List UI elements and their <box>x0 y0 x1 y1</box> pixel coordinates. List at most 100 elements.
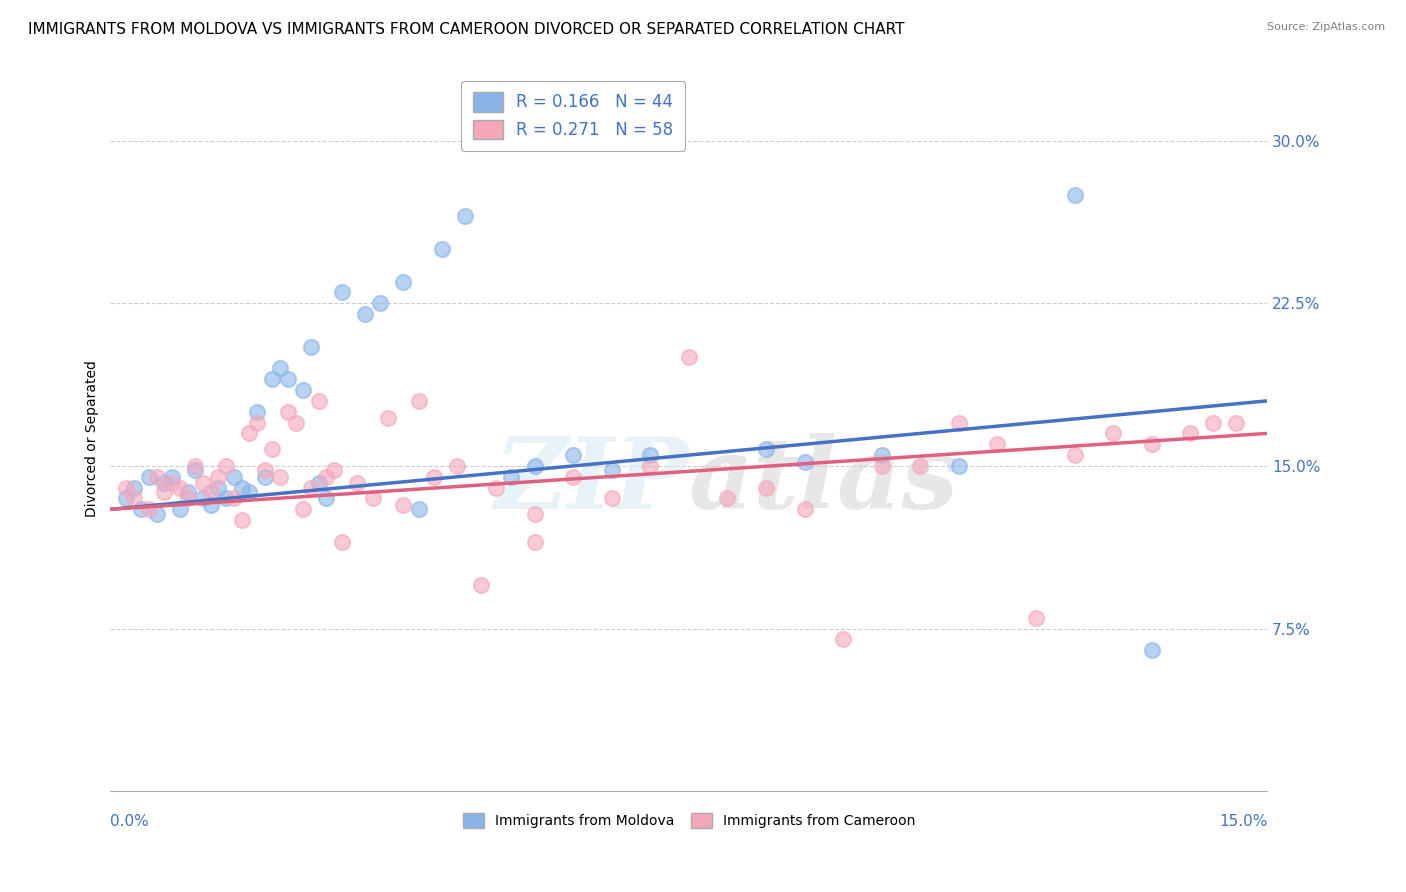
Point <box>246 416 269 430</box>
Point <box>640 448 662 462</box>
Point <box>308 393 330 408</box>
Point <box>269 361 291 376</box>
Point <box>793 454 815 468</box>
Point <box>640 458 662 473</box>
Point <box>215 458 238 473</box>
Point <box>160 476 183 491</box>
Point <box>910 458 932 473</box>
Point <box>238 485 260 500</box>
Text: atlas: atlas <box>689 433 959 529</box>
Point <box>1202 416 1225 430</box>
Point <box>200 485 222 500</box>
Point <box>269 469 291 483</box>
Point <box>253 469 276 483</box>
Point <box>600 463 623 477</box>
Point <box>678 351 700 365</box>
Point <box>377 411 399 425</box>
Point <box>122 491 145 506</box>
Point <box>354 307 377 321</box>
Point <box>1063 448 1085 462</box>
Point <box>315 491 337 506</box>
Point <box>215 491 238 506</box>
Point <box>176 491 198 506</box>
Point <box>323 463 346 477</box>
Point <box>948 416 970 430</box>
Point <box>1025 611 1047 625</box>
Point <box>169 481 191 495</box>
Point <box>222 469 245 483</box>
Text: ZIP: ZIP <box>494 433 689 529</box>
Point <box>238 426 260 441</box>
Point <box>1063 187 1085 202</box>
Point <box>299 481 322 495</box>
Point <box>1102 426 1125 441</box>
Point <box>755 481 778 495</box>
Text: 15.0%: 15.0% <box>1219 814 1267 829</box>
Point <box>200 498 222 512</box>
Point <box>277 372 299 386</box>
Point <box>191 491 214 506</box>
Legend: Immigrants from Moldova, Immigrants from Cameroon: Immigrants from Moldova, Immigrants from… <box>457 808 921 834</box>
Point <box>253 463 276 477</box>
Point <box>1140 437 1163 451</box>
Point <box>176 485 198 500</box>
Point <box>948 458 970 473</box>
Point <box>129 502 152 516</box>
Y-axis label: Divorced or Separated: Divorced or Separated <box>86 360 100 517</box>
Point <box>470 578 492 592</box>
Point <box>169 502 191 516</box>
Point <box>246 405 269 419</box>
Point <box>392 498 415 512</box>
Point <box>430 242 453 256</box>
Point <box>145 469 167 483</box>
Point <box>832 632 855 647</box>
Point <box>191 476 214 491</box>
Point <box>716 491 738 506</box>
Point <box>485 481 508 495</box>
Text: Source: ZipAtlas.com: Source: ZipAtlas.com <box>1267 22 1385 32</box>
Text: IMMIGRANTS FROM MOLDOVA VS IMMIGRANTS FROM CAMEROON DIVORCED OR SEPARATED CORREL: IMMIGRANTS FROM MOLDOVA VS IMMIGRANTS FR… <box>28 22 904 37</box>
Point <box>153 485 176 500</box>
Point <box>262 442 284 456</box>
Point <box>1225 416 1247 430</box>
Point <box>1180 426 1202 441</box>
Point <box>370 296 392 310</box>
Point <box>346 476 368 491</box>
Text: 0.0%: 0.0% <box>111 814 149 829</box>
Point <box>986 437 1008 451</box>
Point <box>138 502 160 516</box>
Point <box>446 458 468 473</box>
Point <box>755 442 778 456</box>
Point <box>292 383 315 397</box>
Point <box>145 507 167 521</box>
Point <box>330 285 353 300</box>
Point <box>392 275 415 289</box>
Point <box>454 210 477 224</box>
Point <box>114 481 136 495</box>
Point <box>408 393 430 408</box>
Point <box>184 463 207 477</box>
Point <box>153 476 176 491</box>
Point <box>231 513 253 527</box>
Point <box>501 469 523 483</box>
Point <box>562 448 585 462</box>
Point <box>408 502 430 516</box>
Point <box>207 481 229 495</box>
Point <box>222 491 245 506</box>
Point <box>361 491 384 506</box>
Point <box>870 458 893 473</box>
Point <box>870 448 893 462</box>
Point <box>330 534 353 549</box>
Point <box>523 458 546 473</box>
Point <box>138 469 160 483</box>
Point <box>308 476 330 491</box>
Point <box>122 481 145 495</box>
Point <box>523 507 546 521</box>
Point <box>423 469 446 483</box>
Point <box>284 416 307 430</box>
Point <box>600 491 623 506</box>
Point <box>207 469 229 483</box>
Point <box>231 481 253 495</box>
Point <box>114 491 136 506</box>
Point <box>160 469 183 483</box>
